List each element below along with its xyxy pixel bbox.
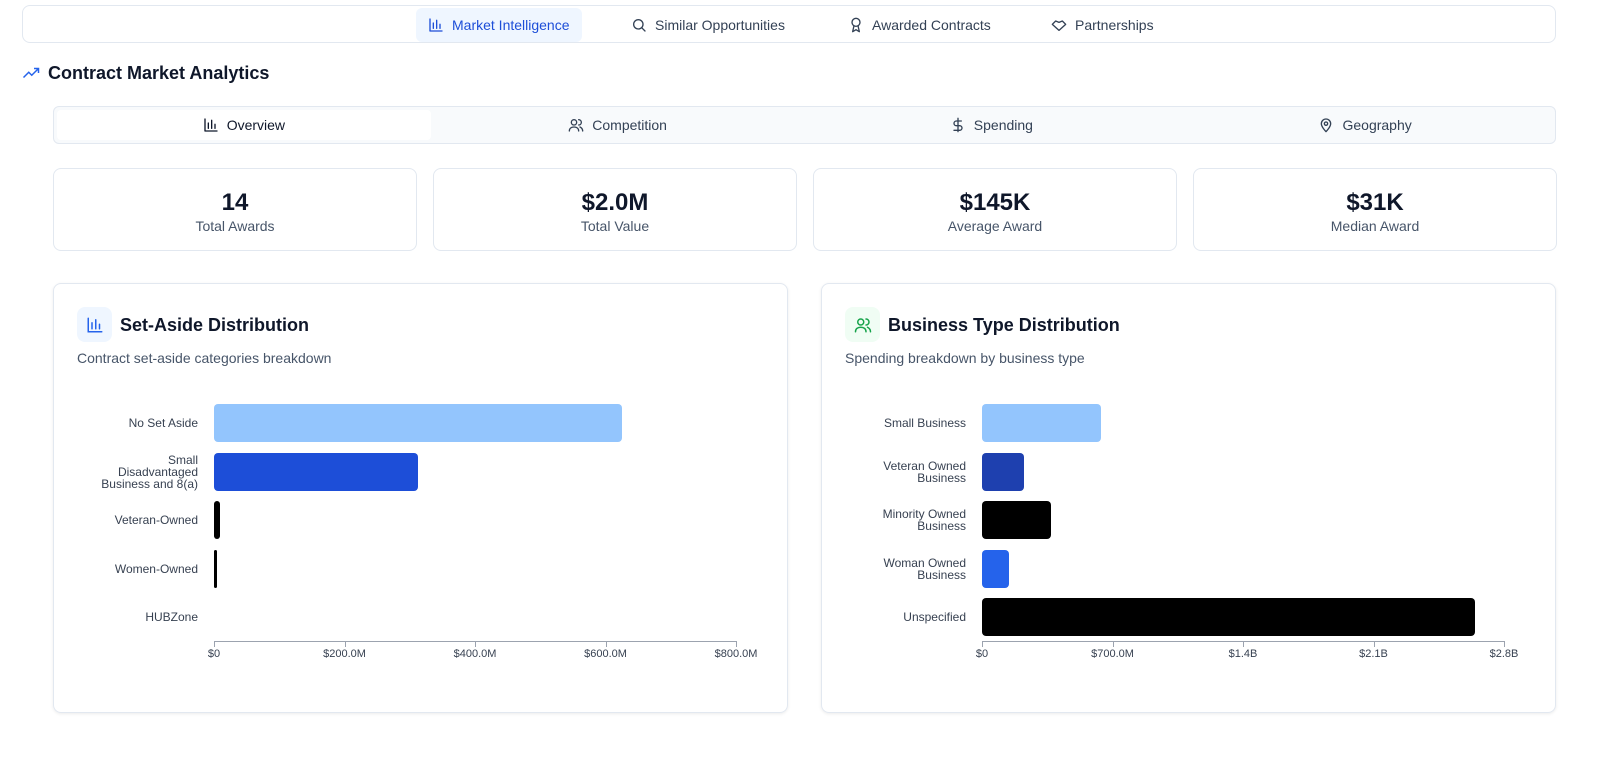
y-tick-label: Woman Owned Business bbox=[883, 555, 966, 582]
y-tick-label: Unspecified bbox=[903, 610, 966, 624]
tick-mark bbox=[1243, 641, 1244, 647]
stat-card: $145K Average Award bbox=[813, 168, 1177, 251]
stat-card: $31K Median Award bbox=[1193, 168, 1557, 251]
tick-mark bbox=[1112, 641, 1114, 647]
tick-mark bbox=[1504, 641, 1505, 647]
x-tick-label: $400.0M bbox=[453, 648, 497, 660]
bar bbox=[214, 404, 622, 442]
tab-label: Competition bbox=[592, 117, 667, 133]
tab-label: Partnerships bbox=[1075, 17, 1154, 33]
sub-tab[interactable]: Spending bbox=[805, 110, 1179, 140]
tab-label: Spending bbox=[973, 117, 1033, 133]
bar bbox=[214, 549, 218, 588]
stat-card: 14 Total Awards bbox=[53, 168, 417, 251]
card-icon bbox=[77, 307, 112, 342]
tick-mark bbox=[344, 641, 346, 647]
y-tick-label: Small Business bbox=[883, 416, 966, 430]
tab-label: Market Intelligence bbox=[452, 17, 570, 33]
card-icon bbox=[845, 307, 880, 342]
bar bbox=[982, 404, 1101, 442]
stat-label: Median Award bbox=[1330, 218, 1420, 234]
y-tick-label: Veteran Owned Business bbox=[883, 458, 966, 485]
x-tick-label: $200.0M bbox=[323, 648, 366, 660]
section-title: Contract Market Analytics bbox=[48, 62, 270, 83]
chart-card: Business Type Distribution Spending brea… bbox=[821, 283, 1556, 713]
bar bbox=[982, 452, 1024, 491]
tick-mark bbox=[214, 641, 215, 647]
chart-title: Business Type Distribution bbox=[888, 315, 1120, 335]
x-tick-label: $2.1B bbox=[1359, 648, 1388, 660]
stat-label: Average Award bbox=[947, 218, 1043, 234]
tick-mark bbox=[982, 641, 983, 647]
section-heading: Contract Market Analytics bbox=[22, 60, 269, 86]
stat-card: $2.0M Total Value bbox=[433, 168, 797, 251]
stat-value: $31K bbox=[1346, 189, 1404, 216]
nav-tab[interactable]: Awarded Contracts bbox=[836, 8, 1003, 42]
sub-tab[interactable]: Overview bbox=[57, 110, 431, 140]
y-tick-label: Veteran-Owned bbox=[114, 513, 198, 527]
bar bbox=[214, 452, 419, 491]
x-tick-label: $1.4B bbox=[1228, 648, 1258, 660]
tick-mark bbox=[475, 641, 476, 647]
x-tick-label: $2.8B bbox=[1489, 648, 1519, 660]
tick-mark bbox=[605, 641, 607, 647]
y-tick-label: Minority Owned Business bbox=[882, 507, 966, 533]
bar bbox=[982, 598, 1476, 636]
tab-label: Similar Opportunities bbox=[655, 17, 785, 33]
x-tick-label: $600.0M bbox=[584, 648, 627, 660]
x-tick-label: $0 bbox=[975, 648, 989, 660]
y-tick-label: Small Disadvantaged Business and 8(a) bbox=[101, 452, 198, 491]
top-nav: Market Intelligence Similar Opportunitie… bbox=[22, 5, 1556, 43]
y-tick-label: Women-Owned bbox=[114, 561, 198, 576]
tab-label: Geography bbox=[1342, 117, 1412, 133]
nav-tab[interactable]: Similar Opportunities bbox=[619, 8, 797, 42]
chart-subtitle: Spending breakdown by business type bbox=[845, 350, 1085, 366]
tab-label: Overview bbox=[226, 117, 286, 133]
tab-label: Awarded Contracts bbox=[872, 17, 991, 33]
sub-tab[interactable]: Geography bbox=[1178, 110, 1552, 140]
chart-card: Set-Aside Distribution Contract set-asid… bbox=[53, 283, 788, 713]
stat-value: $145K bbox=[959, 189, 1031, 216]
sub-tab[interactable]: Competition bbox=[431, 110, 805, 140]
stat-value: $2.0M bbox=[581, 189, 649, 216]
sub-tabs: Overview Competition Spending Geography bbox=[53, 106, 1556, 144]
y-tick-label: No Set Aside bbox=[128, 416, 198, 430]
tick-mark bbox=[736, 641, 737, 647]
chart-title: Set-Aside Distribution bbox=[120, 315, 310, 335]
stat-label: Total Value bbox=[580, 218, 650, 234]
tick-mark bbox=[1373, 641, 1375, 647]
nav-tab[interactable]: Partnerships bbox=[1039, 8, 1166, 42]
chart-subtitle: Contract set-aside categories breakdown bbox=[77, 350, 332, 366]
x-tick-label: $0 bbox=[207, 648, 221, 660]
x-tick-label: $800.0M bbox=[714, 648, 758, 660]
stat-value: 14 bbox=[221, 189, 249, 216]
stat-label: Total Awards bbox=[195, 218, 275, 234]
bar bbox=[214, 501, 220, 539]
x-tick-label: $700.0M bbox=[1091, 648, 1134, 660]
bar bbox=[982, 501, 1051, 539]
y-tick-label: HUBZone bbox=[145, 610, 198, 624]
bar bbox=[982, 549, 1010, 588]
nav-tab[interactable]: Market Intelligence bbox=[416, 8, 582, 42]
